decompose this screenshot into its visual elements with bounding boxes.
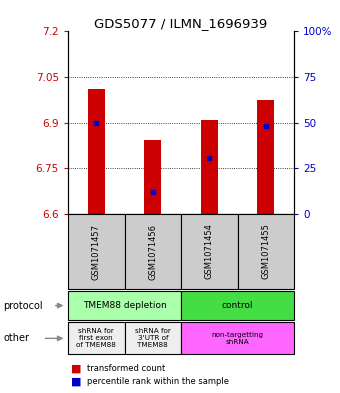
Text: shRNA for
first exon
of TMEM88: shRNA for first exon of TMEM88	[76, 329, 116, 348]
Bar	[88, 89, 105, 214]
Text: TMEM88 depletion: TMEM88 depletion	[83, 301, 166, 310]
Text: shRNA for
3'UTR of
TMEM88: shRNA for 3'UTR of TMEM88	[135, 329, 171, 348]
Text: ■: ■	[71, 377, 82, 387]
Text: GSM1071456: GSM1071456	[148, 224, 157, 279]
Bar	[257, 100, 274, 214]
Text: GSM1071455: GSM1071455	[261, 224, 270, 279]
Text: GSM1071454: GSM1071454	[205, 224, 214, 279]
Bar	[144, 140, 161, 214]
Text: GSM1071457: GSM1071457	[92, 224, 101, 279]
Text: control: control	[222, 301, 253, 310]
Title: GDS5077 / ILMN_1696939: GDS5077 / ILMN_1696939	[95, 17, 268, 30]
Text: non-targetting
shRNA: non-targetting shRNA	[211, 332, 264, 345]
Bar	[201, 120, 218, 214]
Text: transformed count: transformed count	[87, 364, 165, 373]
Text: percentile rank within the sample: percentile rank within the sample	[87, 378, 229, 386]
Text: ■: ■	[71, 364, 82, 374]
Text: protocol: protocol	[3, 301, 43, 310]
Text: other: other	[3, 333, 29, 343]
